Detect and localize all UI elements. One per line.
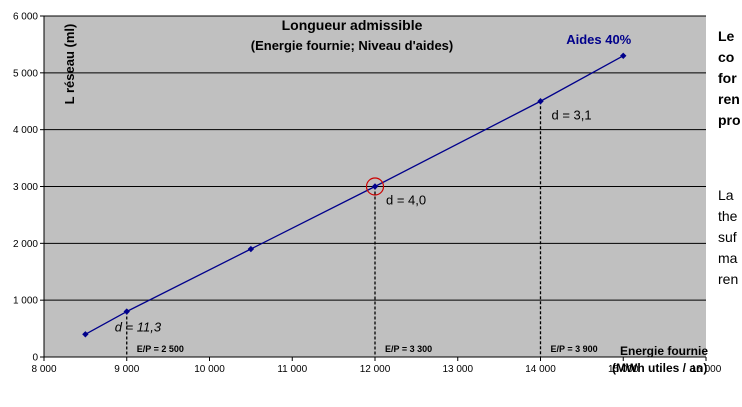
side-line: suf <box>718 229 737 245</box>
chart-subtitle: (Energie fournie; Niveau d'aides) <box>251 38 453 53</box>
side-bold-line: for <box>718 70 737 86</box>
axes: 0 1 000 2 000 3 000 4 000 5 000 6 000 8 000 9 00… <box>13 12 722 376</box>
chart-title: Longueur admissible <box>282 17 423 33</box>
ep-label: E/P = 3 900 <box>551 344 598 354</box>
x-tick-label: 15 000 <box>608 364 639 375</box>
drop-lines <box>126 101 542 357</box>
series-line <box>85 55 624 335</box>
annotation-layer: E/P = 2 500 E/P = 3 300 E/P = 3 900 d = 11,… <box>115 107 598 354</box>
data-point <box>371 183 379 190</box>
x-tick-label: 10 000 <box>194 364 225 375</box>
side-line: ren <box>718 271 739 287</box>
side-paragraph-bold: Le co for ren pro <box>718 26 741 131</box>
x-tick-label: 11 000 <box>277 364 307 375</box>
data-point <box>537 98 544 105</box>
x-tick-label: 9 000 <box>114 364 139 375</box>
data-point <box>247 245 255 253</box>
x-axis-label-line2: (MWh utiles / an) <box>612 361 707 375</box>
d-label: d = 4,0 <box>386 193 426 208</box>
data-point <box>620 52 627 59</box>
y-tick-label: 3 000 <box>13 182 38 193</box>
data-point <box>82 331 89 338</box>
side-bold-line: ren <box>718 91 740 107</box>
highlight-circle <box>365 177 385 196</box>
y-tick-label: 0 <box>32 353 38 364</box>
d-label: d = 3,1 <box>552 107 592 122</box>
x-axis-label-line1: Energie fournie <box>620 344 708 358</box>
side-paragraph: La the suf ma ren <box>718 185 738 290</box>
d-label: d = 11,3 <box>115 320 162 335</box>
x-tick-label: 16 000 <box>691 364 722 375</box>
ep-label: E/P = 2 500 <box>137 344 184 354</box>
side-line: La <box>718 187 734 203</box>
series-layer: Aides 40% <box>82 32 632 338</box>
side-bold-line: Le <box>718 28 735 44</box>
y-tick-label: 5 000 <box>13 68 38 79</box>
y-tick-label: 1 000 <box>13 296 38 307</box>
side-bold-line: co <box>718 49 735 65</box>
side-bold-line: pro <box>718 112 741 128</box>
x-tick-label: 14 000 <box>525 364 556 375</box>
side-line: the <box>718 208 738 224</box>
ep-label: E/P = 3 300 <box>385 344 432 354</box>
y-tick-label: 6 000 <box>13 12 38 23</box>
side-line: ma <box>718 250 738 266</box>
series-label: Aides 40% <box>566 32 631 47</box>
x-tick-label: 8 000 <box>31 364 56 375</box>
y-axis-label: L réseau (ml) <box>62 24 77 105</box>
x-tick-label: 12 000 <box>360 364 391 375</box>
y-tick-label: 2 000 <box>13 239 38 250</box>
y-tick-label: 4 000 <box>13 125 38 136</box>
x-tick-label: 13 000 <box>442 364 473 375</box>
data-point <box>123 308 130 315</box>
